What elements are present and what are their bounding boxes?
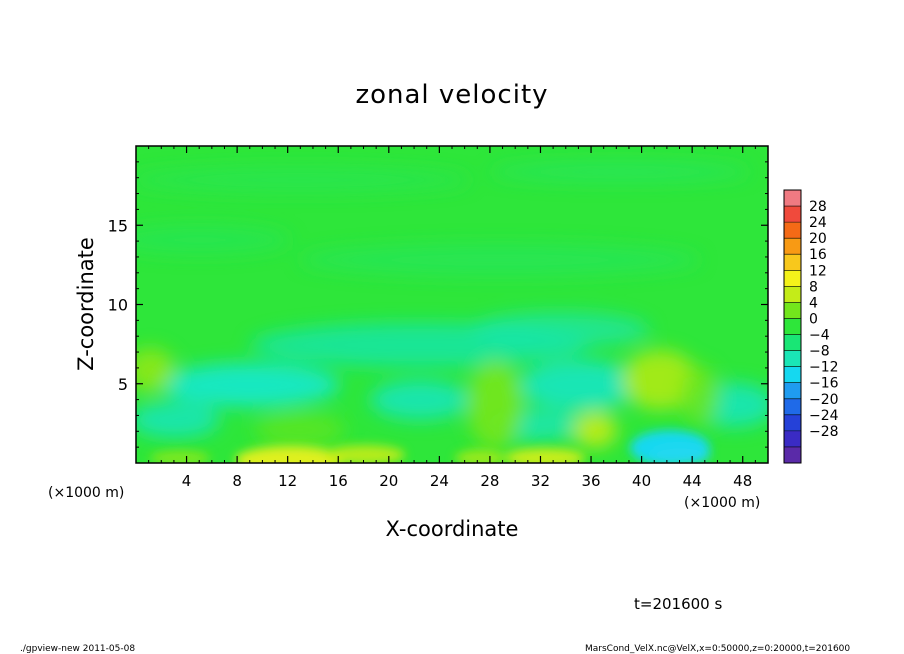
x-tick-label: 8 (232, 472, 242, 490)
colorbar-swatch (784, 222, 801, 239)
colorbar-label: −20 (809, 392, 839, 408)
y-tick-label: 5 (118, 375, 128, 394)
colorbar-swatch (784, 206, 801, 223)
colorbar-swatch (784, 414, 801, 431)
field-blob (160, 363, 340, 407)
field-blob (467, 360, 523, 450)
colorbar-swatch (784, 430, 801, 447)
colorbar-swatch (784, 190, 801, 207)
field-blob (300, 244, 700, 276)
colorbar-swatch (784, 254, 801, 271)
footer-left: ./gpview-new 2011-05-08 (20, 644, 135, 654)
field-blob (325, 445, 405, 463)
x-tick-label: 40 (632, 472, 651, 490)
field-blobs (136, 162, 768, 450)
field-blob (136, 402, 220, 438)
colorbar-label: 12 (809, 263, 827, 279)
colorbar-label: −4 (809, 328, 830, 344)
y-tick-label: 15 (108, 216, 128, 235)
x-tick-label: 4 (182, 472, 192, 490)
colorbar-label: 4 (809, 295, 818, 311)
field-blob (370, 380, 470, 420)
x-tick-label: 12 (278, 472, 297, 490)
colorbar-swatch (784, 350, 801, 367)
colorbar-swatch (784, 366, 801, 383)
colorbar-label: −16 (809, 376, 839, 392)
field-blob (505, 448, 585, 463)
field-blob (150, 450, 210, 463)
field-blob (255, 412, 345, 448)
colorbar-label: −8 (809, 344, 830, 360)
x-unit-note-left: (×1000 m) (48, 485, 124, 501)
colorbar-swatch (784, 270, 801, 287)
colorbar-label: 8 (809, 279, 818, 295)
colorbar-swatch (784, 398, 801, 415)
x-tick-label: 32 (531, 472, 550, 490)
field-blob (650, 445, 710, 463)
colorbar-label: −24 (809, 408, 839, 424)
field-surface-patches (150, 430, 710, 463)
field-blob (520, 360, 640, 410)
colorbar-swatch (784, 446, 801, 463)
colorbar (783, 189, 802, 464)
colorbar-label: 0 (809, 311, 818, 327)
colorbar-label: −12 (809, 360, 839, 376)
colorbar-label: 16 (809, 247, 827, 263)
x-unit-note-right: (×1000 m) (684, 495, 760, 511)
x-axis-ticks: 4 8 12 16 20 24 28 32 36 40 44 48 (148, 146, 756, 490)
colorbar-label: 28 (809, 199, 827, 215)
colorbar-label: 20 (809, 231, 827, 247)
field-blob (573, 412, 617, 448)
field-blob (235, 446, 345, 463)
footer-right: MarsCond_VelX.nc@VelX,x=0:50000,z=0:2000… (585, 644, 850, 654)
y-tick-label: 10 (108, 296, 128, 315)
field-blob (680, 365, 720, 425)
heatmap-field (136, 146, 768, 463)
colorbar-frame (783, 189, 802, 464)
x-tick-label: 16 (329, 472, 348, 490)
field-blob (136, 348, 175, 392)
colorbar-swatch (784, 302, 801, 319)
field-blob (470, 312, 650, 348)
colorbar-swatch (784, 286, 801, 303)
chart-title: zonal velocity (355, 80, 548, 110)
field-blob (490, 162, 750, 182)
colorbar-swatch (784, 382, 801, 399)
colorbar-swatch (784, 318, 801, 335)
colorbar-swatch (784, 238, 801, 255)
y-axis-label: Z-coordinate (74, 237, 98, 371)
field-background (136, 146, 768, 463)
y-axis-ticks: 5 10 15 (108, 161, 768, 448)
field-blob (136, 226, 290, 254)
colorbar-label: 24 (809, 215, 827, 231)
time-label: t=201600 s (634, 595, 722, 613)
x-tick-label: 20 (379, 472, 398, 490)
field-blob (455, 450, 505, 463)
field-blob (622, 350, 698, 410)
x-tick-label: 24 (430, 472, 449, 490)
field-blob (136, 168, 470, 192)
x-tick-label: 48 (733, 472, 752, 490)
x-tick-label: 28 (480, 472, 499, 490)
colorbar-swatch (784, 334, 801, 351)
colorbar-label: −28 (809, 424, 839, 440)
x-tick-label: 36 (581, 472, 600, 490)
x-axis-label: X-coordinate (386, 517, 519, 541)
x-tick-label: 44 (683, 472, 702, 490)
